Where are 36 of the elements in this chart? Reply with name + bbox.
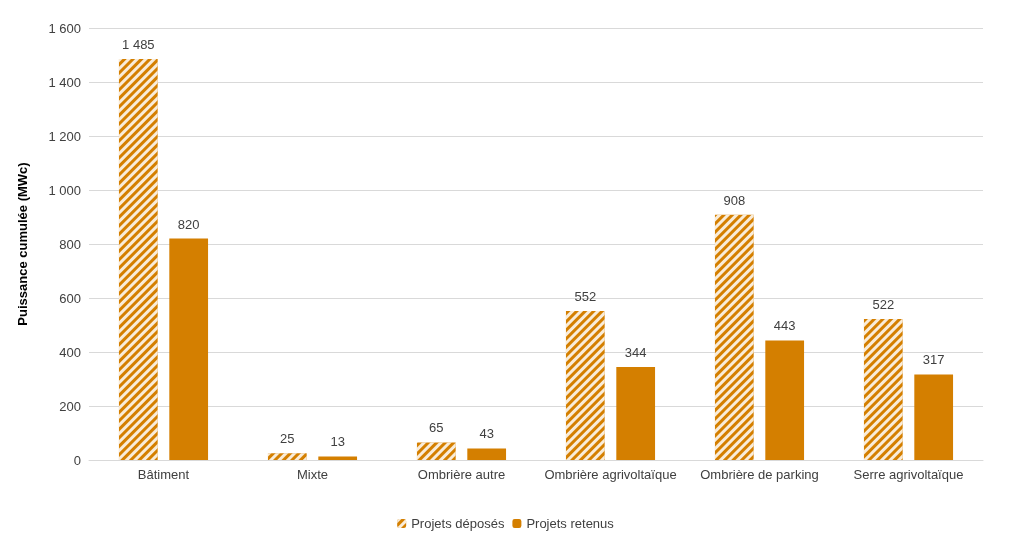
- y-axis-title: Puissance cumulée (MWc): [15, 162, 30, 326]
- data-label: 65: [429, 420, 444, 436]
- y-tick-label: 1 600: [48, 20, 81, 36]
- x-tick-label: Mixte: [296, 467, 329, 482]
- y-tick-label: 1 000: [48, 182, 81, 198]
- y-tick-label: 600: [59, 290, 81, 306]
- bar: [616, 367, 656, 460]
- data-label: 43: [479, 426, 494, 442]
- y-tick-label: 1 400: [48, 74, 81, 90]
- data-label: 443: [773, 318, 796, 334]
- data-label: 13: [330, 434, 345, 450]
- x-tick-label: Ombrière autre: [417, 467, 506, 482]
- bar: [467, 448, 507, 460]
- data-label: 552: [574, 288, 597, 304]
- legend-label: Projets retenus: [526, 516, 615, 531]
- y-tick-label: 0: [73, 452, 81, 468]
- data-label: 25: [280, 431, 295, 447]
- x-tick-label: Bâtiment: [137, 467, 190, 482]
- data-label: 317: [922, 352, 945, 368]
- legend-label: Projets déposés: [411, 516, 505, 531]
- data-label: 908: [723, 192, 746, 208]
- data-label: 344: [624, 345, 647, 361]
- data-label: 1 485: [122, 37, 155, 53]
- bar: [318, 456, 358, 460]
- x-tick-label: Ombrière agrivoltaïque: [544, 467, 677, 482]
- bar: [169, 238, 209, 460]
- data-label: 522: [872, 297, 895, 313]
- bar: [765, 340, 805, 460]
- x-tick-label: Serre agrivoltaïque: [853, 467, 964, 482]
- bar: [914, 374, 954, 460]
- y-tick-label: 200: [59, 398, 81, 414]
- x-tick-label: Ombrière de parking: [700, 467, 819, 482]
- y-tick-label: 1 200: [48, 128, 81, 144]
- y-tick-label: 800: [59, 236, 81, 252]
- data-label: 820: [177, 216, 200, 232]
- y-tick-label: 400: [59, 344, 81, 360]
